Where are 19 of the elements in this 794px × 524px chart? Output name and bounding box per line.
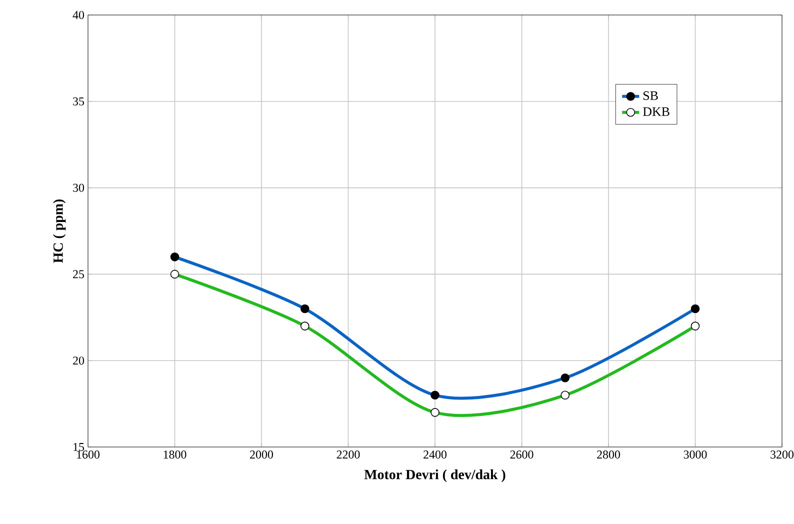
x-tick-label: 2200 <box>336 450 360 459</box>
x-tick-label: 1800 <box>164 450 186 459</box>
legend-label: SB <box>643 91 658 100</box>
y-tick-label: 15 <box>74 442 84 451</box>
x-tick-label: 3200 <box>770 450 794 459</box>
x-tick-label: 2400 <box>424 450 446 459</box>
y-tick-label: 40 <box>72 10 84 20</box>
y-tick-label: 30 <box>73 184 84 192</box>
x-tick-label: 2000 <box>250 450 273 459</box>
x-tick-label: 1600 <box>77 450 100 459</box>
y-tick-label: 35 <box>73 97 84 106</box>
x-tick-label: 2600 <box>510 450 534 459</box>
x-axis-title: Motor Devri ( dev/dak ) <box>364 469 506 482</box>
x-tick-label: 3000 <box>684 450 707 459</box>
y-tick-label: 25 <box>73 270 84 278</box>
y-axis-title: HC ( ppm) <box>53 199 66 263</box>
y-tick-label: 20 <box>73 356 84 365</box>
x-tick-label: 2800 <box>597 450 620 459</box>
legend-label: DKB <box>643 107 670 116</box>
